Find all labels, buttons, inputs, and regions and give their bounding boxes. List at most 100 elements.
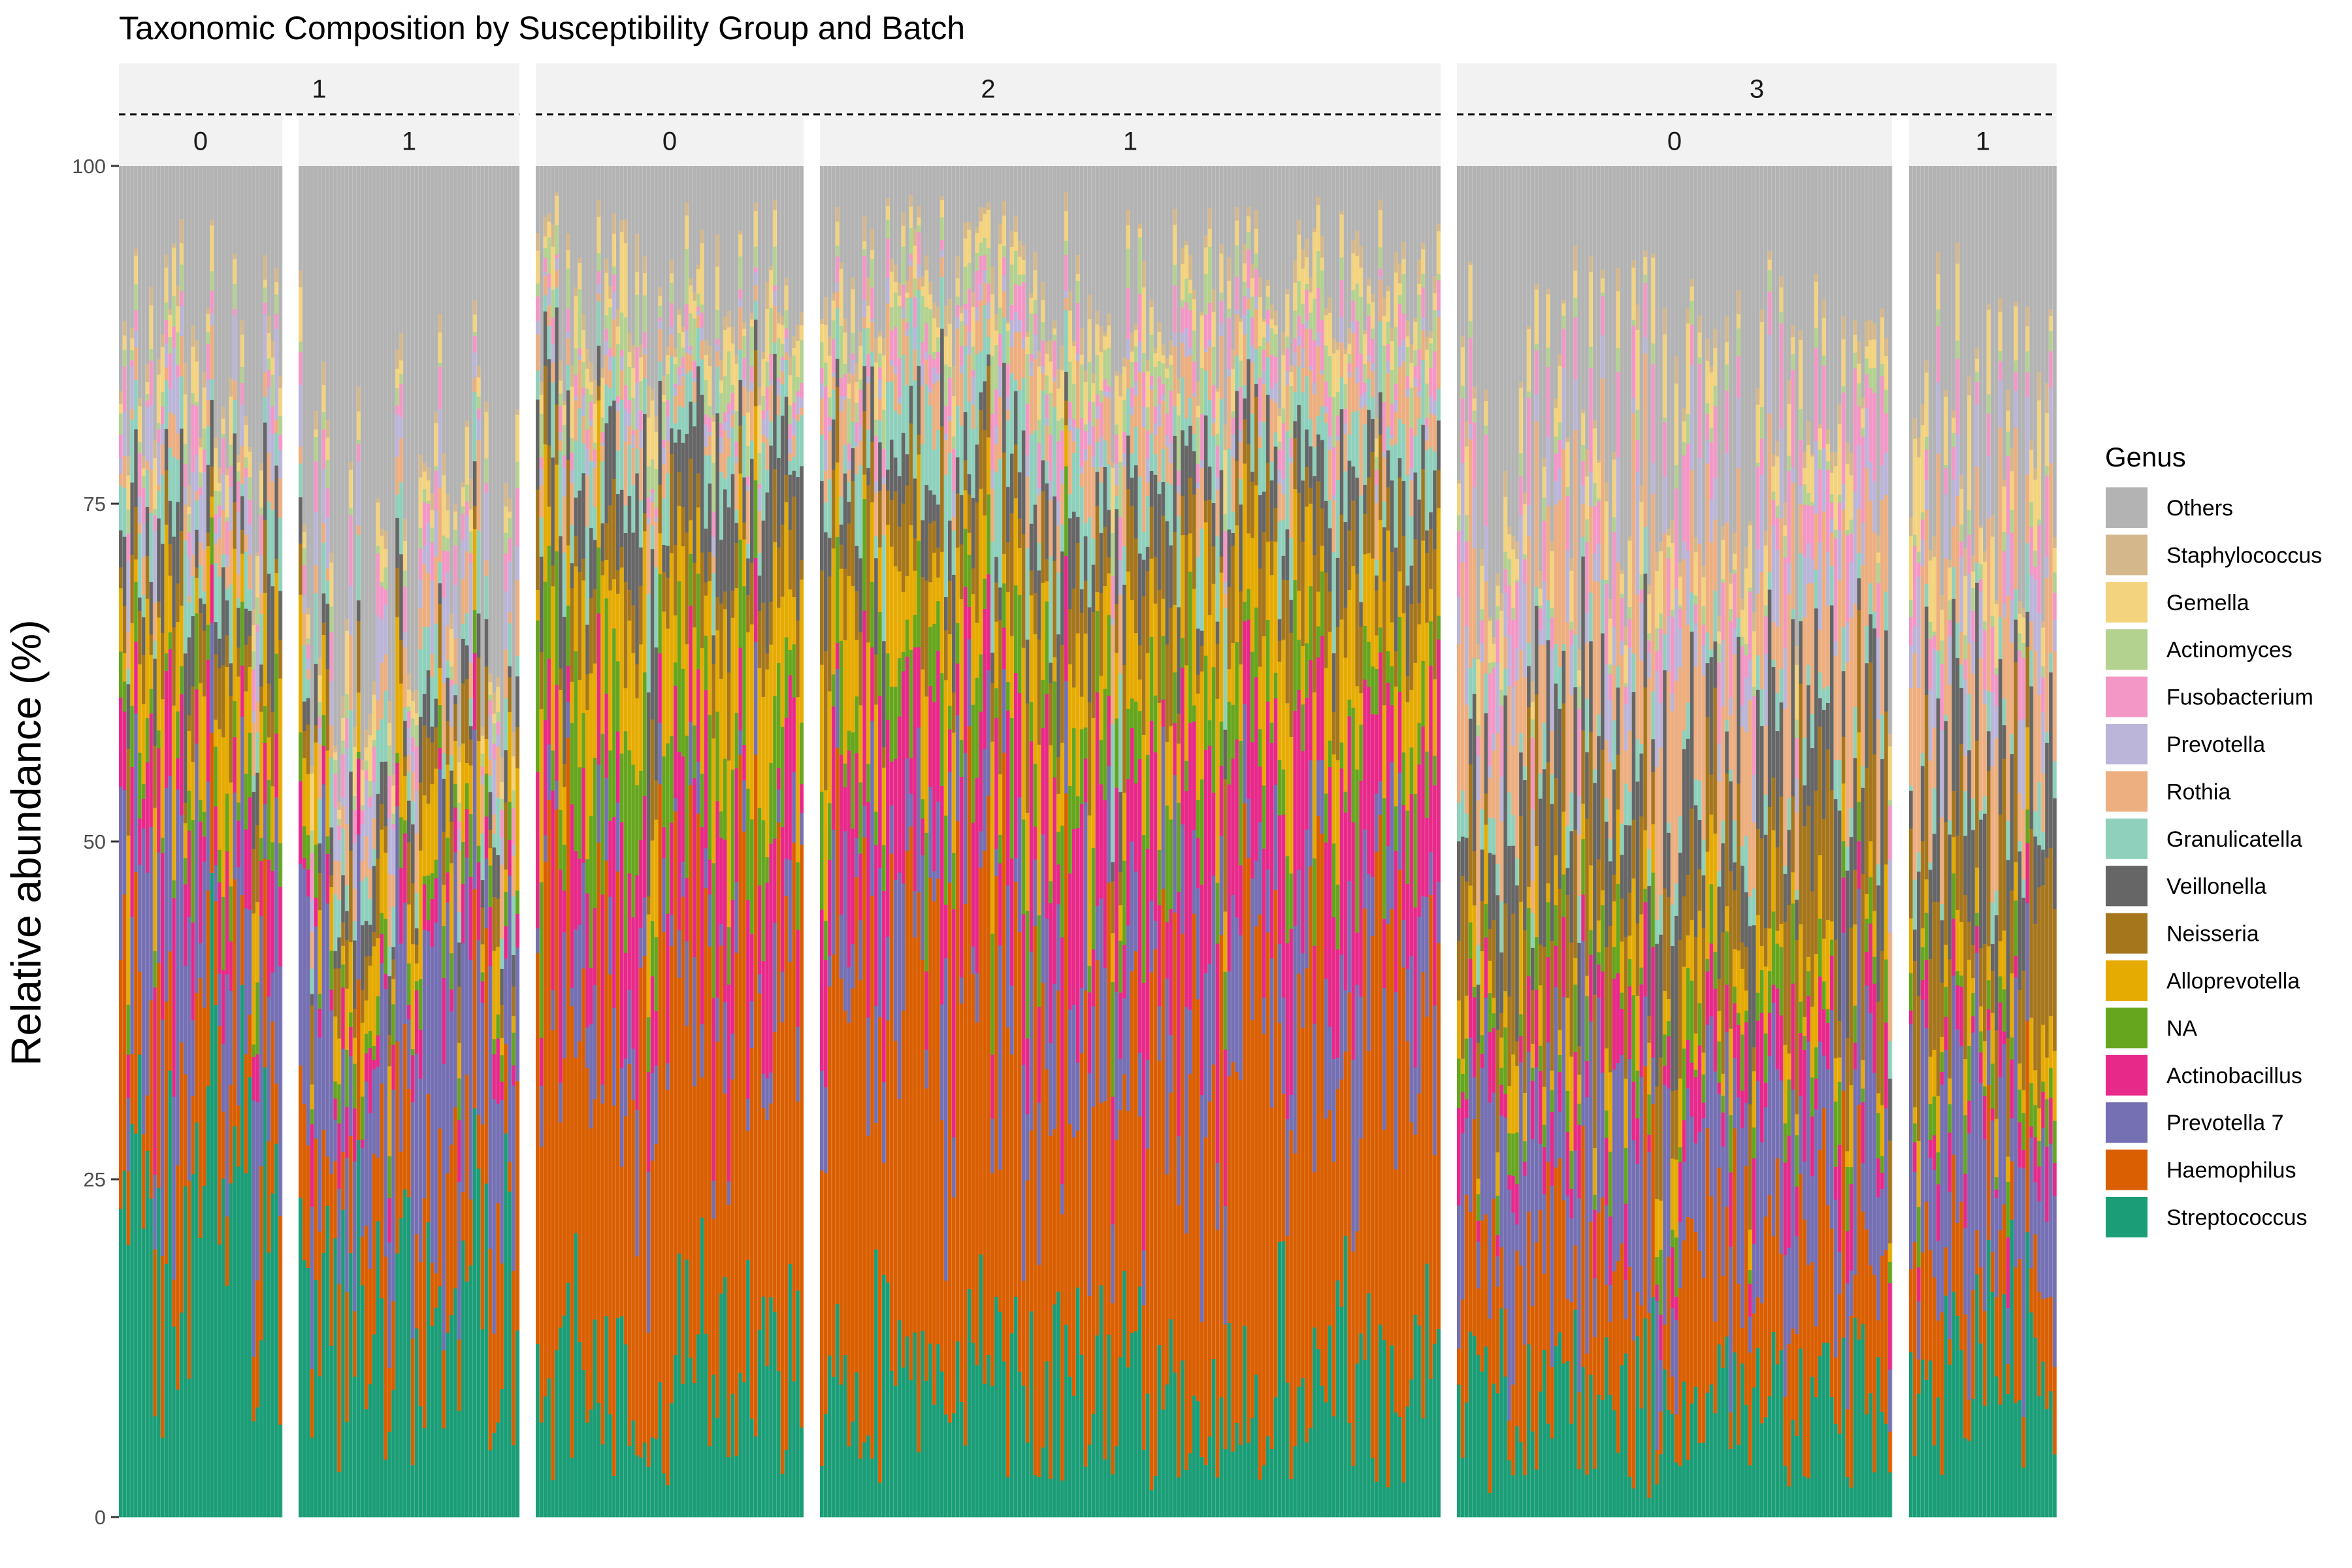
segment-neisseria [233,502,237,549]
segment-haemophilus [172,1279,176,1327]
segment-others [1021,166,1026,246]
sample-bar [472,166,478,1518]
segment-prevotella-7 [696,761,701,814]
segment-streptococcus [195,1122,199,1518]
segment-prevotella [199,495,203,543]
segment-rothia [578,359,582,409]
segment-alloprevotella [368,965,373,1031]
segment-granulicatella [399,482,404,555]
segment-staphylococcus [905,280,909,293]
segment-streptococcus [792,1380,796,1518]
segment-na [214,746,218,807]
segment-veillonella [990,652,995,683]
segment-neisseria [426,737,431,804]
segment-prevotella [141,523,146,558]
segment-neisseria [971,568,975,595]
segment-actinobacillus [360,1139,365,1149]
segment-gemella [1184,244,1189,279]
segment-actinomyces [851,332,855,354]
segment-staphylococcus [604,258,609,273]
sample-bar [1219,166,1224,1518]
segment-staphylococcus [670,259,674,274]
segment-alloprevotella [761,696,766,821]
segment-streptococcus [225,1285,229,1518]
segment-veillonella [666,546,670,578]
segment-actinomyces [438,362,442,367]
segment-prevotella [1215,477,1220,490]
segment-gemella [472,314,478,333]
segment-na [345,1049,350,1107]
segment-fusobacterium [831,338,836,373]
segment-granulicatella [1025,547,1030,640]
segment-actinomyces [345,694,350,719]
segment-staphylococcus [446,493,450,511]
segment-actinomyces [1091,401,1096,427]
segment-fusobacterium [839,378,843,397]
segment-neisseria [882,747,887,768]
segment-na [619,753,625,823]
segment-actinobacillus [426,920,431,932]
segment-gemella [882,355,887,410]
segment-veillonella [1056,634,1061,757]
segment-na [329,950,334,990]
segment-haemophilus [1196,999,1201,1401]
segment-haemophilus [1149,972,1154,1490]
segment-staphylococcus [488,673,493,683]
segment-rothia [1177,492,1181,517]
segment-others [387,166,392,701]
segment-na [1196,800,1201,838]
segment-veillonella [395,517,400,568]
segment-actinobacillus [921,818,925,856]
segment-na [488,865,493,907]
sample-bar [742,166,747,1518]
segment-actinobacillus [959,776,964,978]
segment-haemophilus [237,1105,241,1167]
segment-actinobacillus [608,821,613,897]
segment-haemophilus [145,1095,150,1151]
segment-streptococcus [376,1220,380,1518]
segment-actinomyces [604,315,609,329]
segment-alloprevotella [278,678,283,843]
segment-haemophilus [897,1098,902,1320]
segment-gemella [685,215,689,249]
segment-veillonella [407,800,412,843]
segment-haemophilus [928,877,933,1344]
segment-rothia [738,306,743,350]
segment-gemella [932,318,937,352]
segment-prevotella [434,510,438,557]
segment-alloprevotella [434,768,438,860]
segment-neisseria [1071,588,1077,688]
segment-fusobacterium [1141,372,1147,407]
segment-actinobacillus [905,656,909,759]
segment-rothia [862,317,867,329]
segment-staphylococcus [484,401,489,412]
segment-prevotella [1211,417,1216,423]
segment-alloprevotella [967,532,972,555]
segment-na [274,653,279,734]
segment-haemophilus [218,1026,222,1245]
segment-rothia [1053,381,1057,407]
segment-others [195,166,199,340]
segment-gemella [711,421,716,463]
segment-fusobacterium [885,238,890,278]
segment-rothia [122,455,127,489]
sample-bar [1130,166,1135,1518]
segment-prevotella-7 [168,776,172,952]
segment-others [160,166,165,335]
segment-rothia [1157,426,1162,482]
segment-streptococcus [318,1376,322,1518]
segment-prevotella [267,386,271,453]
sample-bar [353,166,357,1518]
segment-staphylococcus [1002,200,1007,216]
segment-gemella [1126,225,1131,249]
segment-fusobacterium [484,483,489,493]
segment-staphylococcus [823,297,828,325]
segment-neisseria [270,711,275,787]
sample-bar [1068,166,1073,1518]
sample-bar [1083,166,1088,1518]
segment-actinobacillus [600,894,605,1085]
segment-neisseria [1006,542,1011,593]
segment-gemella [921,286,925,297]
segment-actinobacillus [1203,749,1209,973]
segment-haemophilus [536,953,540,1345]
